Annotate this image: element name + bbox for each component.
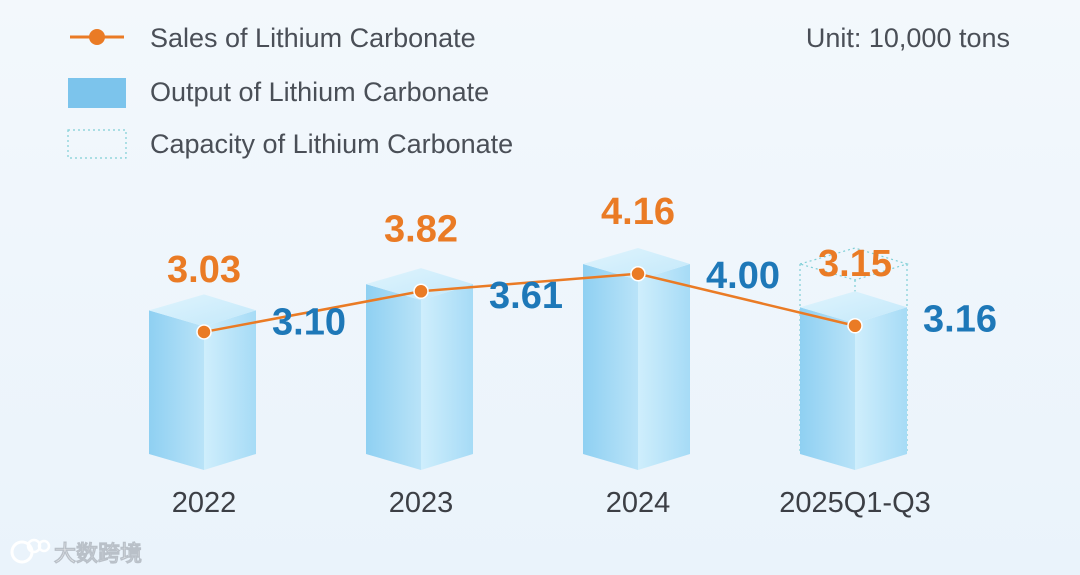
legend-output-label: Output of Lithium Carbonate bbox=[150, 77, 489, 107]
sales-line-layer bbox=[196, 266, 863, 340]
sales-point-2024 bbox=[630, 266, 646, 282]
output-value-label-2023: 3.61 bbox=[489, 275, 563, 317]
legend-item-output: Output of Lithium Carbonate bbox=[68, 77, 489, 108]
output-value-label-2022: 3.10 bbox=[272, 301, 346, 343]
sales-value-label-2024: 4.16 bbox=[601, 191, 675, 233]
legend-capacity-swatch-icon bbox=[67, 129, 127, 159]
output-value-label-2025Q1-Q3: 3.16 bbox=[923, 298, 997, 340]
sales-value-label-2025Q1-Q3: 3.15 bbox=[818, 243, 892, 285]
output-value-label-2024: 4.00 bbox=[706, 255, 780, 297]
x-tick-label-2023: 2023 bbox=[389, 487, 454, 519]
x-tick-label-2025Q1-Q3: 2025Q1-Q3 bbox=[779, 487, 931, 519]
sales-value-label-2022: 3.03 bbox=[167, 249, 241, 291]
sales-point-2025Q1-Q3 bbox=[847, 318, 863, 334]
watermark-text: 大数跨境 bbox=[54, 541, 142, 566]
sales-point-2023 bbox=[413, 283, 429, 300]
legend-capacity-label: Capacity of Lithium Carbonate bbox=[150, 129, 513, 159]
legend-sales-label: Sales of Lithium Carbonate bbox=[150, 23, 476, 53]
legend-output-swatch-icon bbox=[68, 78, 126, 108]
legend-item-capacity: Capacity of Lithium Carbonate bbox=[67, 129, 513, 159]
legend: Sales of Lithium Carbonate Output of Lit… bbox=[67, 23, 513, 159]
bars-layer bbox=[149, 248, 907, 470]
output-bar-2024 bbox=[583, 248, 690, 470]
watermark: 大数跨境 bbox=[10, 538, 142, 566]
sales-point-2022 bbox=[196, 324, 212, 340]
labels-layer: 3.03 3.82 4.16 3.15 3.10 3.61 4.00 3.16 bbox=[167, 191, 997, 344]
sales-line bbox=[203, 272, 856, 334]
x-tick-label-2022: 2022 bbox=[172, 487, 237, 519]
watermark-logo-icon bbox=[10, 538, 51, 564]
output-bar-2023 bbox=[366, 268, 473, 470]
legend-sales-dot-icon bbox=[89, 29, 105, 45]
unit-label: Unit: 10,000 tons bbox=[806, 23, 1010, 53]
output-bar-2025Q1-Q3 bbox=[800, 291, 907, 470]
output-bar-2022 bbox=[149, 294, 256, 470]
sales-value-label-2023: 3.82 bbox=[384, 208, 458, 250]
legend-item-sales: Sales of Lithium Carbonate bbox=[70, 23, 476, 53]
x-tick-label-2024: 2024 bbox=[606, 487, 671, 519]
x-axis-ticks: 2022 2023 2024 2025Q1-Q3 bbox=[172, 487, 931, 519]
